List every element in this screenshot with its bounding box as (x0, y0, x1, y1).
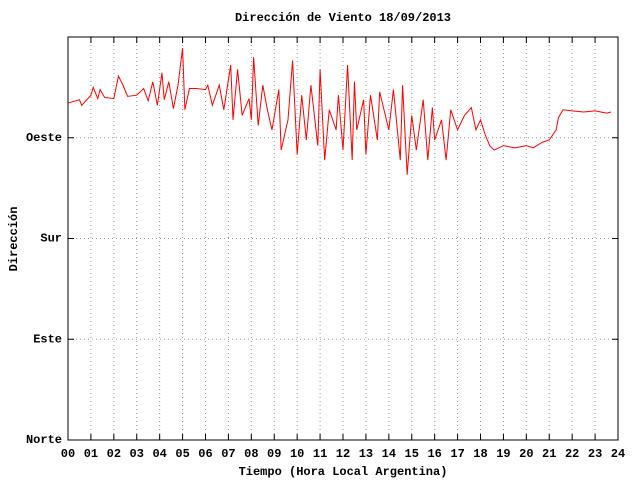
x-tick-label: 08 (244, 447, 258, 461)
x-tick-label: 00 (61, 447, 75, 461)
y-tick-label: Este (33, 332, 62, 346)
y-tick-label: Sur (40, 232, 62, 246)
chart-title: Dirección de Viento 18/09/2013 (235, 11, 451, 25)
x-tick-label: 23 (588, 447, 602, 461)
y-tick-label: Norte (26, 433, 62, 447)
x-axis-label: Tiempo (Hora Local Argentina) (239, 465, 448, 479)
plot-border (67, 36, 619, 441)
x-tick-label: 04 (152, 447, 166, 461)
x-tick-label: 14 (382, 447, 396, 461)
x-tick-label: 19 (496, 447, 510, 461)
x-tick-label: 03 (130, 447, 144, 461)
x-tick-label: 01 (84, 447, 98, 461)
data-line (67, 48, 612, 175)
x-tick-label: 09 (267, 447, 281, 461)
x-tick-label: 10 (290, 447, 304, 461)
x-tick-label: 07 (221, 447, 235, 461)
x-tick-label: 17 (450, 447, 464, 461)
x-tick-label: 15 (405, 447, 419, 461)
x-tick-label: 16 (427, 447, 441, 461)
x-tick-label: 11 (313, 447, 327, 461)
x-tick-label: 20 (519, 447, 533, 461)
y-axis-label: Dirección (7, 207, 21, 272)
x-tick-label: 18 (473, 447, 487, 461)
x-tick-label: 22 (565, 447, 579, 461)
x-tick-label: 06 (198, 447, 212, 461)
x-tick-label: 21 (542, 447, 556, 461)
y-tick-label: Oeste (26, 131, 62, 145)
x-tick-label: 02 (107, 447, 121, 461)
x-tick-label: 24 (611, 447, 625, 461)
x-tick-label: 12 (336, 447, 350, 461)
x-tick-label: 13 (359, 447, 373, 461)
x-tick-label: 05 (175, 447, 189, 461)
